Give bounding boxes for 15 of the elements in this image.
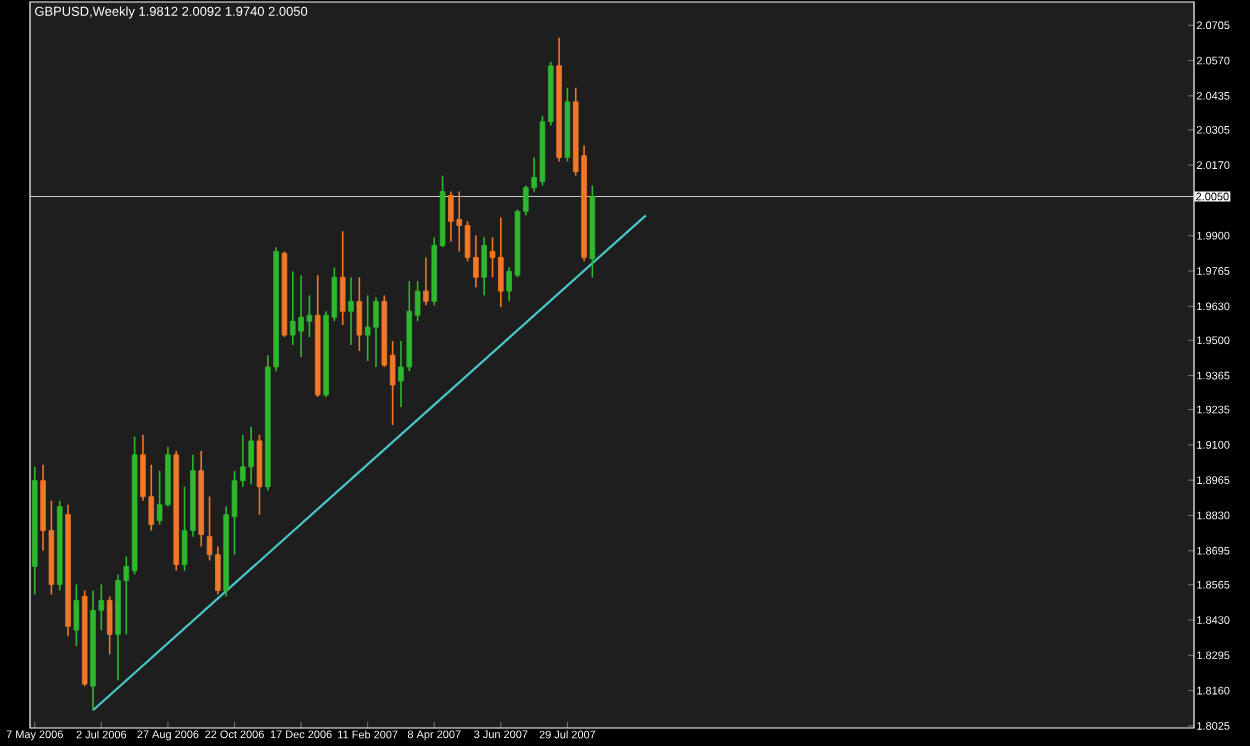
candlestick (306, 294, 313, 338)
candlestick (298, 274, 304, 358)
candlestick (248, 426, 254, 486)
candlestick (339, 230, 346, 326)
candlestick (448, 190, 454, 243)
candlestick (106, 595, 113, 656)
candlestick (356, 276, 363, 352)
candlestick (481, 236, 487, 297)
candlestick (373, 296, 379, 368)
candlestick (364, 294, 371, 362)
candlestick (423, 256, 429, 307)
candlestick (256, 434, 263, 516)
candlestick (73, 583, 80, 647)
candlestick (348, 276, 354, 346)
candlestick (289, 270, 296, 346)
